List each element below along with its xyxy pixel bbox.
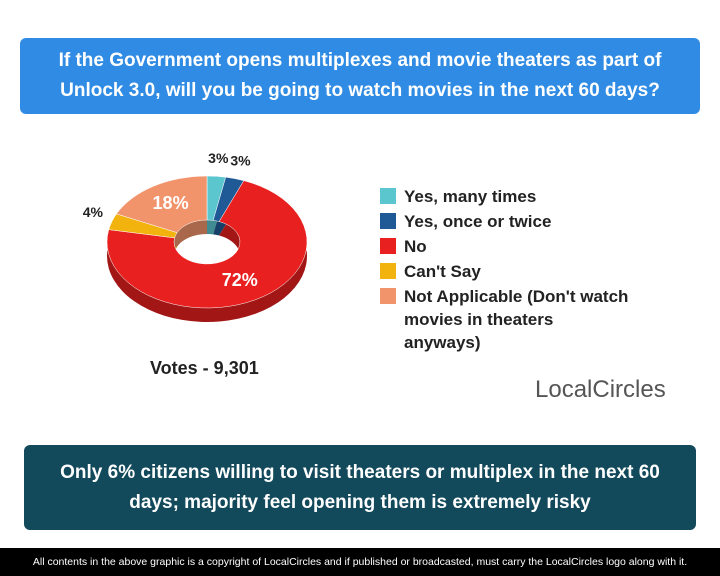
chart: 3% 3% 72% 4% 18% [83, 150, 308, 322]
legend-label: No [404, 237, 427, 256]
legend-label: Yes, many times [404, 187, 537, 206]
logo-left: Local [535, 376, 593, 403]
slice [106, 180, 308, 309]
legend-swatch [380, 213, 396, 229]
logo-right: Circles [592, 376, 666, 403]
value-label: 3% [208, 150, 229, 166]
legend-item: Can't Say [380, 260, 670, 283]
summary: Only 6% citizens willing to visit theate… [24, 445, 696, 530]
legend-swatch [380, 188, 396, 204]
legend-label: Yes, once or twice [404, 212, 552, 231]
legend-item: No [380, 235, 670, 258]
legend-label: Not Applicable (Don't watch movies in th… [404, 287, 629, 352]
logo: LocalCircles [535, 376, 666, 404]
value-label: 72% [222, 270, 258, 290]
chart-title: If the Government opens multiplexes and … [20, 38, 700, 114]
legend-label: Can't Say [404, 262, 481, 281]
legend-item: Yes, many times [380, 185, 670, 208]
legend-swatch [380, 238, 396, 254]
footer: All contents in the above graphic is a c… [0, 548, 720, 576]
legend-swatch [380, 263, 396, 279]
votes-note: Votes - 9,301 [150, 358, 259, 378]
value-label: 4% [83, 204, 104, 220]
legend: Yes, many times Yes, once or twice No Can't… [380, 185, 670, 356]
legend-item: Yes, once or twice [380, 210, 670, 233]
legend-swatch [380, 288, 396, 304]
value-label: 18% [153, 193, 189, 213]
value-label: 3% [230, 153, 251, 169]
slice [116, 175, 208, 233]
legend-item: Not Applicable (Don't watch movies in th… [380, 285, 670, 354]
